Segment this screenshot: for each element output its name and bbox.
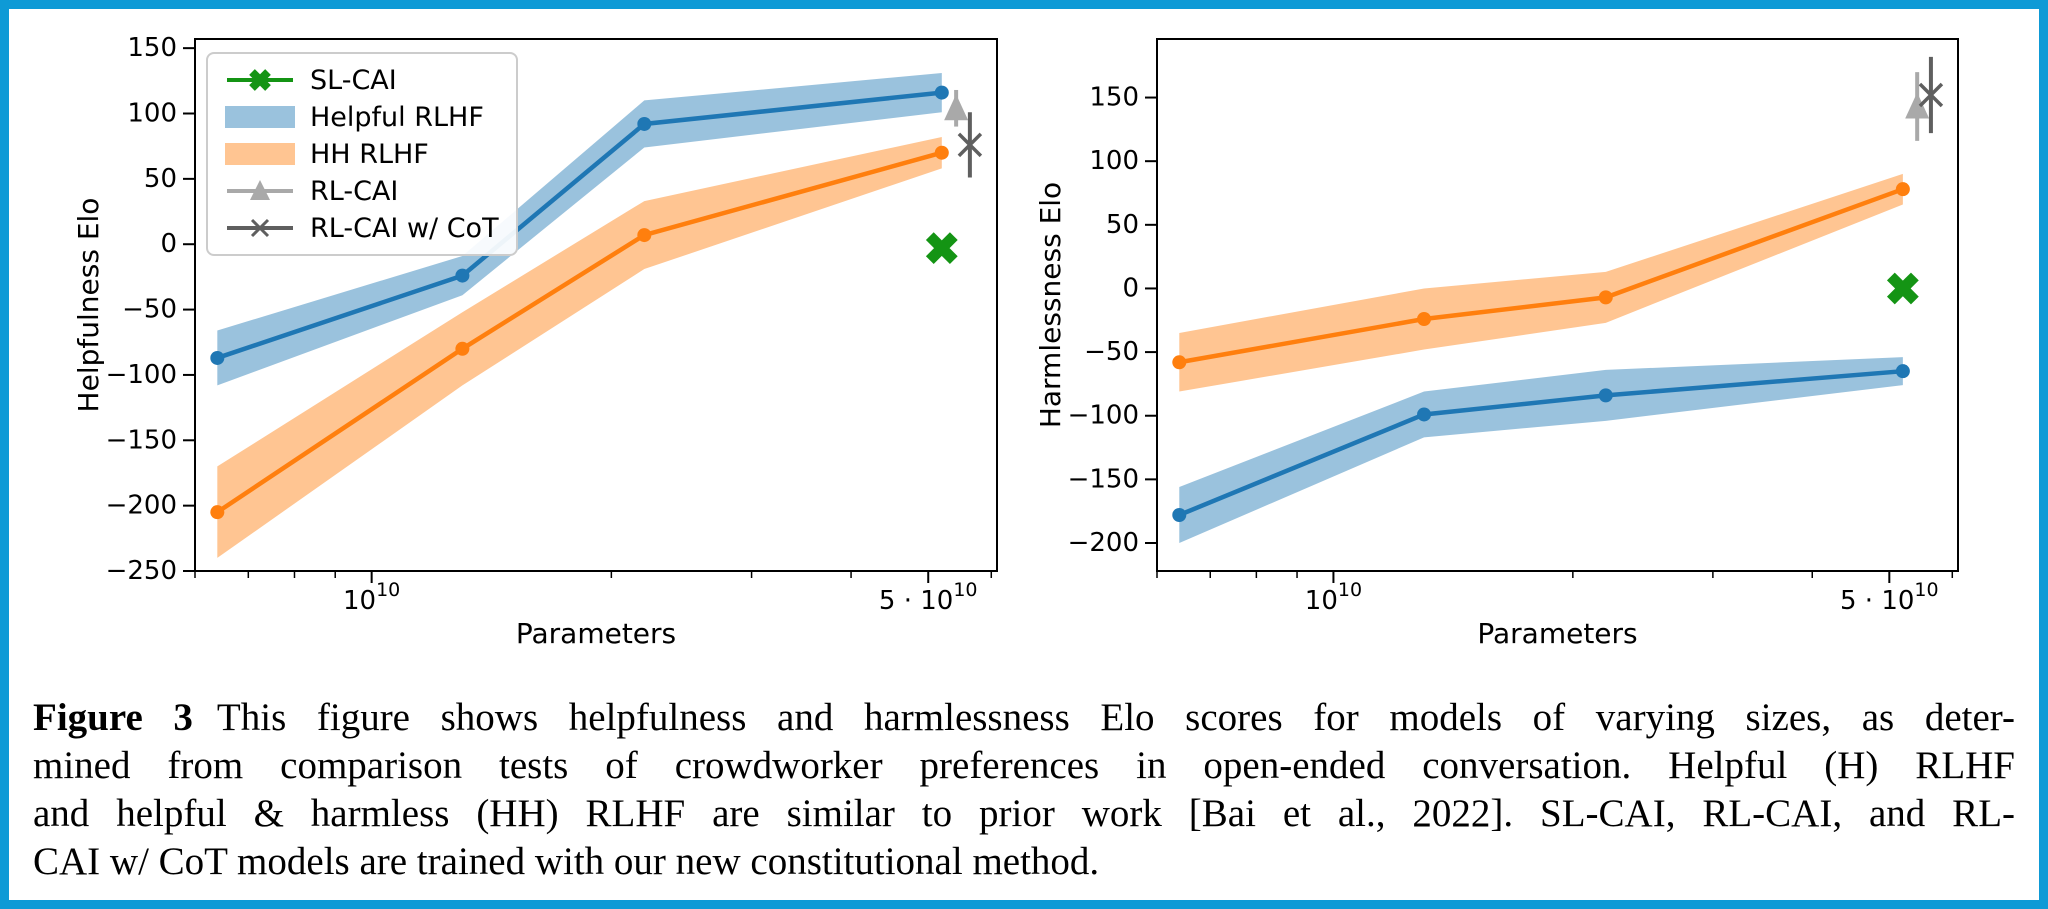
legend-item-rl-cai: RL-CAI xyxy=(225,175,499,207)
figure-label: Figure 3 xyxy=(33,696,193,739)
y-tick-label: −200 xyxy=(106,491,177,521)
y-tick-label: 150 xyxy=(127,33,177,63)
data-point xyxy=(637,228,652,243)
data-point xyxy=(1598,388,1613,403)
X-marker xyxy=(925,232,958,265)
x-marker xyxy=(1918,82,1944,108)
point-sl-cai xyxy=(1886,272,1919,305)
patch-swatch-icon xyxy=(225,143,295,165)
legend-label: RL-CAI w/ CoT xyxy=(310,212,499,244)
x-tick-label: 5 · 1010 xyxy=(879,579,978,616)
axes-spines xyxy=(1156,38,1959,572)
x-tick-label: 1010 xyxy=(343,579,400,616)
legend-item-rl-cai-w-cot: RL-CAI w/ CoT xyxy=(225,212,499,244)
elo-charts-canvas: 150 100 50 0 −50 −100 −150 −200 −250 1010 5 · 1010… xyxy=(72,33,1959,650)
patch-swatch-icon xyxy=(225,106,295,128)
y-tick-label: 100 xyxy=(127,99,177,129)
data-point xyxy=(1417,312,1432,326)
caption-line-1: Figure 3 This figure shows helpfulness an… xyxy=(33,694,2015,742)
triangle-marker xyxy=(1905,92,1930,119)
x-axis: 1010 5 · 1010 xyxy=(194,571,993,616)
legend-item-helpful-rlhf: Helpful RLHF xyxy=(225,101,499,133)
caption-line-4: CAI w/ CoT models are trained with our n… xyxy=(33,840,1100,883)
y-tick-label: −100 xyxy=(106,360,177,390)
data-point xyxy=(1895,364,1910,379)
helpfulness-chart: 150 100 50 0 −50 −100 −150 −200 −250 1010 5 · 1010… xyxy=(72,33,998,650)
x-tick-label: 1010 xyxy=(1305,579,1362,616)
y-tick-label: −100 xyxy=(1068,401,1139,431)
point-rl-cai xyxy=(944,89,969,127)
line-triangle-swatch-icon xyxy=(227,180,293,200)
x-marker xyxy=(957,132,983,158)
y-axis-label: Helpfulness Elo xyxy=(72,198,105,413)
legend-label: Helpful RLHF xyxy=(310,101,484,133)
legend-label: HH RLHF xyxy=(310,138,429,170)
harmlessness-chart: 150 100 50 0 −50 −100 −150 −200 1010 5 · 1010 Para… xyxy=(1034,38,1959,650)
y-tick-label: 0 xyxy=(160,229,177,259)
y-tick-label: 100 xyxy=(1089,146,1139,176)
y-tick-label: 150 xyxy=(1089,83,1139,113)
band-hh-rlhf xyxy=(1179,173,1903,392)
data-point xyxy=(1172,355,1187,370)
series-line-helpful-rlhf xyxy=(216,90,943,361)
x-tick-label: 5 · 1010 xyxy=(1840,579,1939,616)
y-axis-label: Harmlessness Elo xyxy=(1034,182,1067,428)
band-helpful-rlhf xyxy=(217,72,942,386)
series-line-hh-rlhf xyxy=(216,150,943,515)
y-tick-label: −50 xyxy=(1084,337,1139,367)
caption-line-3: and helpful & harmless (HH) RLHF are sim… xyxy=(33,792,2015,835)
x-axis-label: Parameters xyxy=(1477,617,1637,650)
figure-caption: Figure 3 This figure shows helpfulness an… xyxy=(33,694,2015,886)
x-axis: 1010 5 · 1010 xyxy=(1156,571,1954,616)
band-hh-rlhf xyxy=(217,137,942,558)
y-tick-label: −150 xyxy=(1068,464,1139,494)
data-point xyxy=(210,350,225,365)
y-tick-label: 50 xyxy=(144,164,177,194)
data-point xyxy=(210,505,225,520)
X-marker xyxy=(1886,272,1919,305)
data-point xyxy=(1895,182,1910,197)
caption-line-2: mined from comparison tests of crowdwork… xyxy=(33,744,2015,787)
data-point xyxy=(934,85,949,100)
data-point xyxy=(1417,407,1432,422)
y-tick-label: −250 xyxy=(106,556,177,586)
line-x-swatch-icon xyxy=(227,218,293,238)
point-rl-cai-w-cot xyxy=(957,112,983,178)
line-X-swatch-icon xyxy=(227,69,293,91)
data-point xyxy=(637,116,652,131)
point-sl-cai xyxy=(925,232,958,265)
triangle-marker xyxy=(944,94,969,121)
legend-label: SL-CAI xyxy=(310,64,397,96)
y-axis: 150 100 50 0 −50 −100 −150 −200 −250 xyxy=(106,33,195,586)
series-line-hh-rlhf xyxy=(1178,187,1904,365)
legend-item-hh-rlhf: HH RLHF xyxy=(225,138,499,170)
y-tick-label: 0 xyxy=(1122,273,1139,303)
data-point xyxy=(1598,290,1613,305)
y-tick-label: 50 xyxy=(1106,210,1139,240)
y-tick-label: −200 xyxy=(1068,528,1139,558)
legend: SL-CAI Helpful RLHF HH RLHF RL-CAI RL-CAI w/… xyxy=(206,52,518,256)
data-point xyxy=(934,145,949,160)
legend-item-sl-cai: SL-CAI xyxy=(225,64,499,96)
axes-spines xyxy=(194,38,998,572)
y-axis: 150 100 50 0 −50 −100 −150 −200 xyxy=(1068,83,1157,558)
band-helpful-rlhf xyxy=(1179,357,1903,543)
point-rl-cai xyxy=(1905,72,1930,141)
data-point xyxy=(455,268,470,283)
y-tick-label: −150 xyxy=(106,425,177,455)
data-point xyxy=(455,341,470,356)
y-tick-label: −50 xyxy=(122,295,177,325)
legend-label: RL-CAI xyxy=(310,175,399,207)
x-axis-label: Parameters xyxy=(516,617,676,650)
point-rl-cai-w-cot xyxy=(1918,56,1944,134)
caption-text: This figure shows helpfulness and harmle… xyxy=(216,696,2015,739)
data-point xyxy=(1172,508,1187,522)
series-line-helpful-rlhf xyxy=(1178,368,1904,518)
